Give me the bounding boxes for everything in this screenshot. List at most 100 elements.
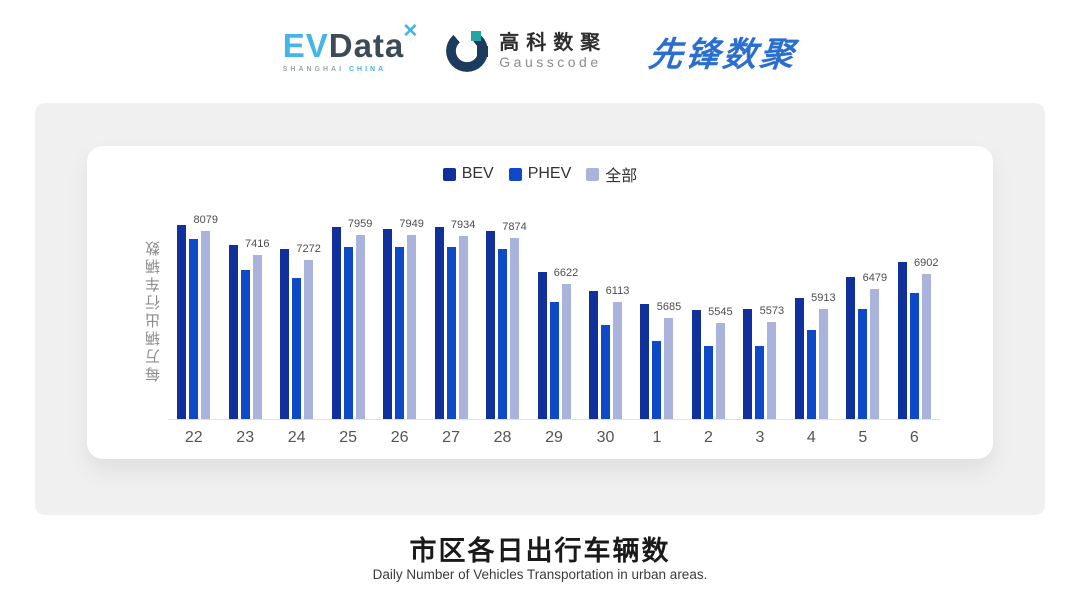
value-label-day-6: 6902 <box>914 256 939 269</box>
x-axis-labels: 22 23 24 25 26 27 28 29 30 1 2 3 4 5 6 <box>168 420 940 447</box>
legend-swatch-total <box>586 167 600 181</box>
bar-bev-day-3 <box>743 308 753 419</box>
barwrap-total: 7874 <box>502 221 527 419</box>
gausscode-square-teal <box>471 31 482 41</box>
barwrap-phev <box>240 269 250 419</box>
barwrap-phev <box>395 247 405 419</box>
value-label-day-1: 5685 <box>656 300 682 313</box>
barwrap-bev <box>897 261 907 419</box>
bar-group-day-30: 6113 <box>580 285 631 419</box>
legend-swatch-bev <box>442 167 456 181</box>
legend-label-bev: BEV <box>461 165 494 182</box>
bar-chart: 8079 7416 7272 7959 7949 7934 7874 6622 6113 5685… <box>168 202 940 447</box>
barwrap-bev <box>588 290 598 419</box>
x-tick-day-23: 23 <box>236 429 255 446</box>
bar-total-day-22 <box>201 230 211 419</box>
value-label-day-4: 5913 <box>811 292 836 305</box>
barwrap-total: 6902 <box>914 257 939 419</box>
value-label-day-23: 7416 <box>244 237 270 250</box>
barwrap-bev <box>280 248 290 419</box>
x-tick-day-6: 6 <box>909 429 919 446</box>
x-tick-day-26: 26 <box>390 429 409 446</box>
barwrap-bev <box>794 297 804 419</box>
bar-total-day-4 <box>818 309 828 419</box>
bar-bev-day-1 <box>640 303 650 419</box>
x-tick-day-24: 24 <box>287 429 306 446</box>
barwrap-phev <box>755 346 765 419</box>
bar-total-day-30 <box>612 302 622 419</box>
gausscode-g-icon <box>446 30 489 72</box>
x-tick-day-30: 30 <box>596 429 615 446</box>
legend-label-total: 全部 <box>605 168 638 185</box>
barwrap-phev <box>858 308 868 419</box>
bar-phev-day-4 <box>806 330 816 419</box>
evdata-subtext-shanghai: SHANGHAI <box>282 66 349 73</box>
barwrap-phev <box>498 248 508 419</box>
legend-item-bev[interactable]: BEV <box>442 165 494 183</box>
bar-total-day-6 <box>921 273 931 419</box>
value-label-day-29: 6622 <box>553 266 579 279</box>
value-label-day-2: 5545 <box>708 305 733 318</box>
barwrap-total: 8079 <box>193 214 218 419</box>
bar-bev-day-27 <box>434 227 444 419</box>
bar-group-day-26: 7949 <box>374 218 425 419</box>
bar-group-day-3: 5573 <box>734 305 785 419</box>
x-tick-day-25: 25 <box>339 429 358 446</box>
barwrap-bev <box>177 224 187 419</box>
legend-item-phev[interactable]: PHEV <box>508 165 571 183</box>
barwrap-phev <box>446 247 456 419</box>
bar-phev-day-22 <box>189 239 199 419</box>
gausscode-en-text: Gausscode <box>499 54 602 70</box>
value-label-day-27: 7934 <box>450 218 476 231</box>
barwrap-bev <box>434 227 444 419</box>
bar-phev-day-27 <box>446 247 456 419</box>
evdata-ev-text: EV <box>282 27 329 64</box>
value-label-day-30: 6113 <box>605 285 630 298</box>
value-label-day-28: 7874 <box>502 221 527 234</box>
barwrap-phev <box>909 292 919 419</box>
bar-bev-day-6 <box>897 261 907 419</box>
barwrap-total: 5685 <box>657 301 681 419</box>
bar-group-day-25: 7959 <box>322 218 373 419</box>
barwrap-total: 5573 <box>760 305 784 419</box>
barwrap-phev <box>292 278 302 419</box>
legend-item-total[interactable]: 全部 <box>586 162 637 186</box>
barwrap-total: 5545 <box>708 306 733 419</box>
evdata-logo: EVData ✕ SHANGHAI CHINA <box>282 21 419 73</box>
bar-group-day-2: 5545 <box>683 306 734 419</box>
barwrap-total: 6113 <box>606 285 629 419</box>
evdata-data-text: Data <box>328 27 405 64</box>
bar-bev-day-22 <box>177 224 187 419</box>
bar-bev-day-2 <box>691 309 701 419</box>
x-tick-day-1: 1 <box>652 429 662 446</box>
y-axis-label: 每万辆出行车辆数 <box>145 238 162 382</box>
gausscode-cn-text: 高科数聚 <box>499 32 608 54</box>
bar-bev-day-25 <box>331 227 341 419</box>
bar-total-day-23 <box>252 254 262 419</box>
bar-phev-day-5 <box>858 308 868 419</box>
barwrap-total: 7959 <box>348 218 372 419</box>
barwrap-phev <box>652 341 662 419</box>
bar-group-day-28: 7874 <box>477 221 528 419</box>
barwrap-phev <box>703 346 713 419</box>
page-subtitle: Daily Number of Vehicles Transportation … <box>372 567 708 582</box>
value-label-day-22: 8079 <box>193 213 218 226</box>
bar-group-day-24: 7272 <box>271 243 322 419</box>
bar-group-day-1: 5685 <box>631 301 682 419</box>
bar-bev-day-30 <box>588 290 598 419</box>
bar-bev-day-28 <box>486 231 496 419</box>
bar-total-day-29 <box>561 283 571 419</box>
bar-bev-day-5 <box>846 277 856 419</box>
legend-swatch-phev <box>508 167 522 181</box>
barwrap-bev <box>383 228 393 419</box>
x-tick-day-5: 5 <box>858 429 868 446</box>
xianfeng-logo: 先锋数聚 <box>646 35 799 74</box>
bar-phev-day-28 <box>498 248 508 419</box>
barwrap-phev <box>343 246 353 419</box>
bar-bev-day-24 <box>280 248 290 419</box>
bar-group-day-4: 5913 <box>786 292 837 419</box>
x-tick-day-22: 22 <box>184 429 203 446</box>
x-tick-day-3: 3 <box>755 429 765 446</box>
bar-total-day-27 <box>458 235 468 419</box>
barwrap-bev <box>331 227 341 419</box>
